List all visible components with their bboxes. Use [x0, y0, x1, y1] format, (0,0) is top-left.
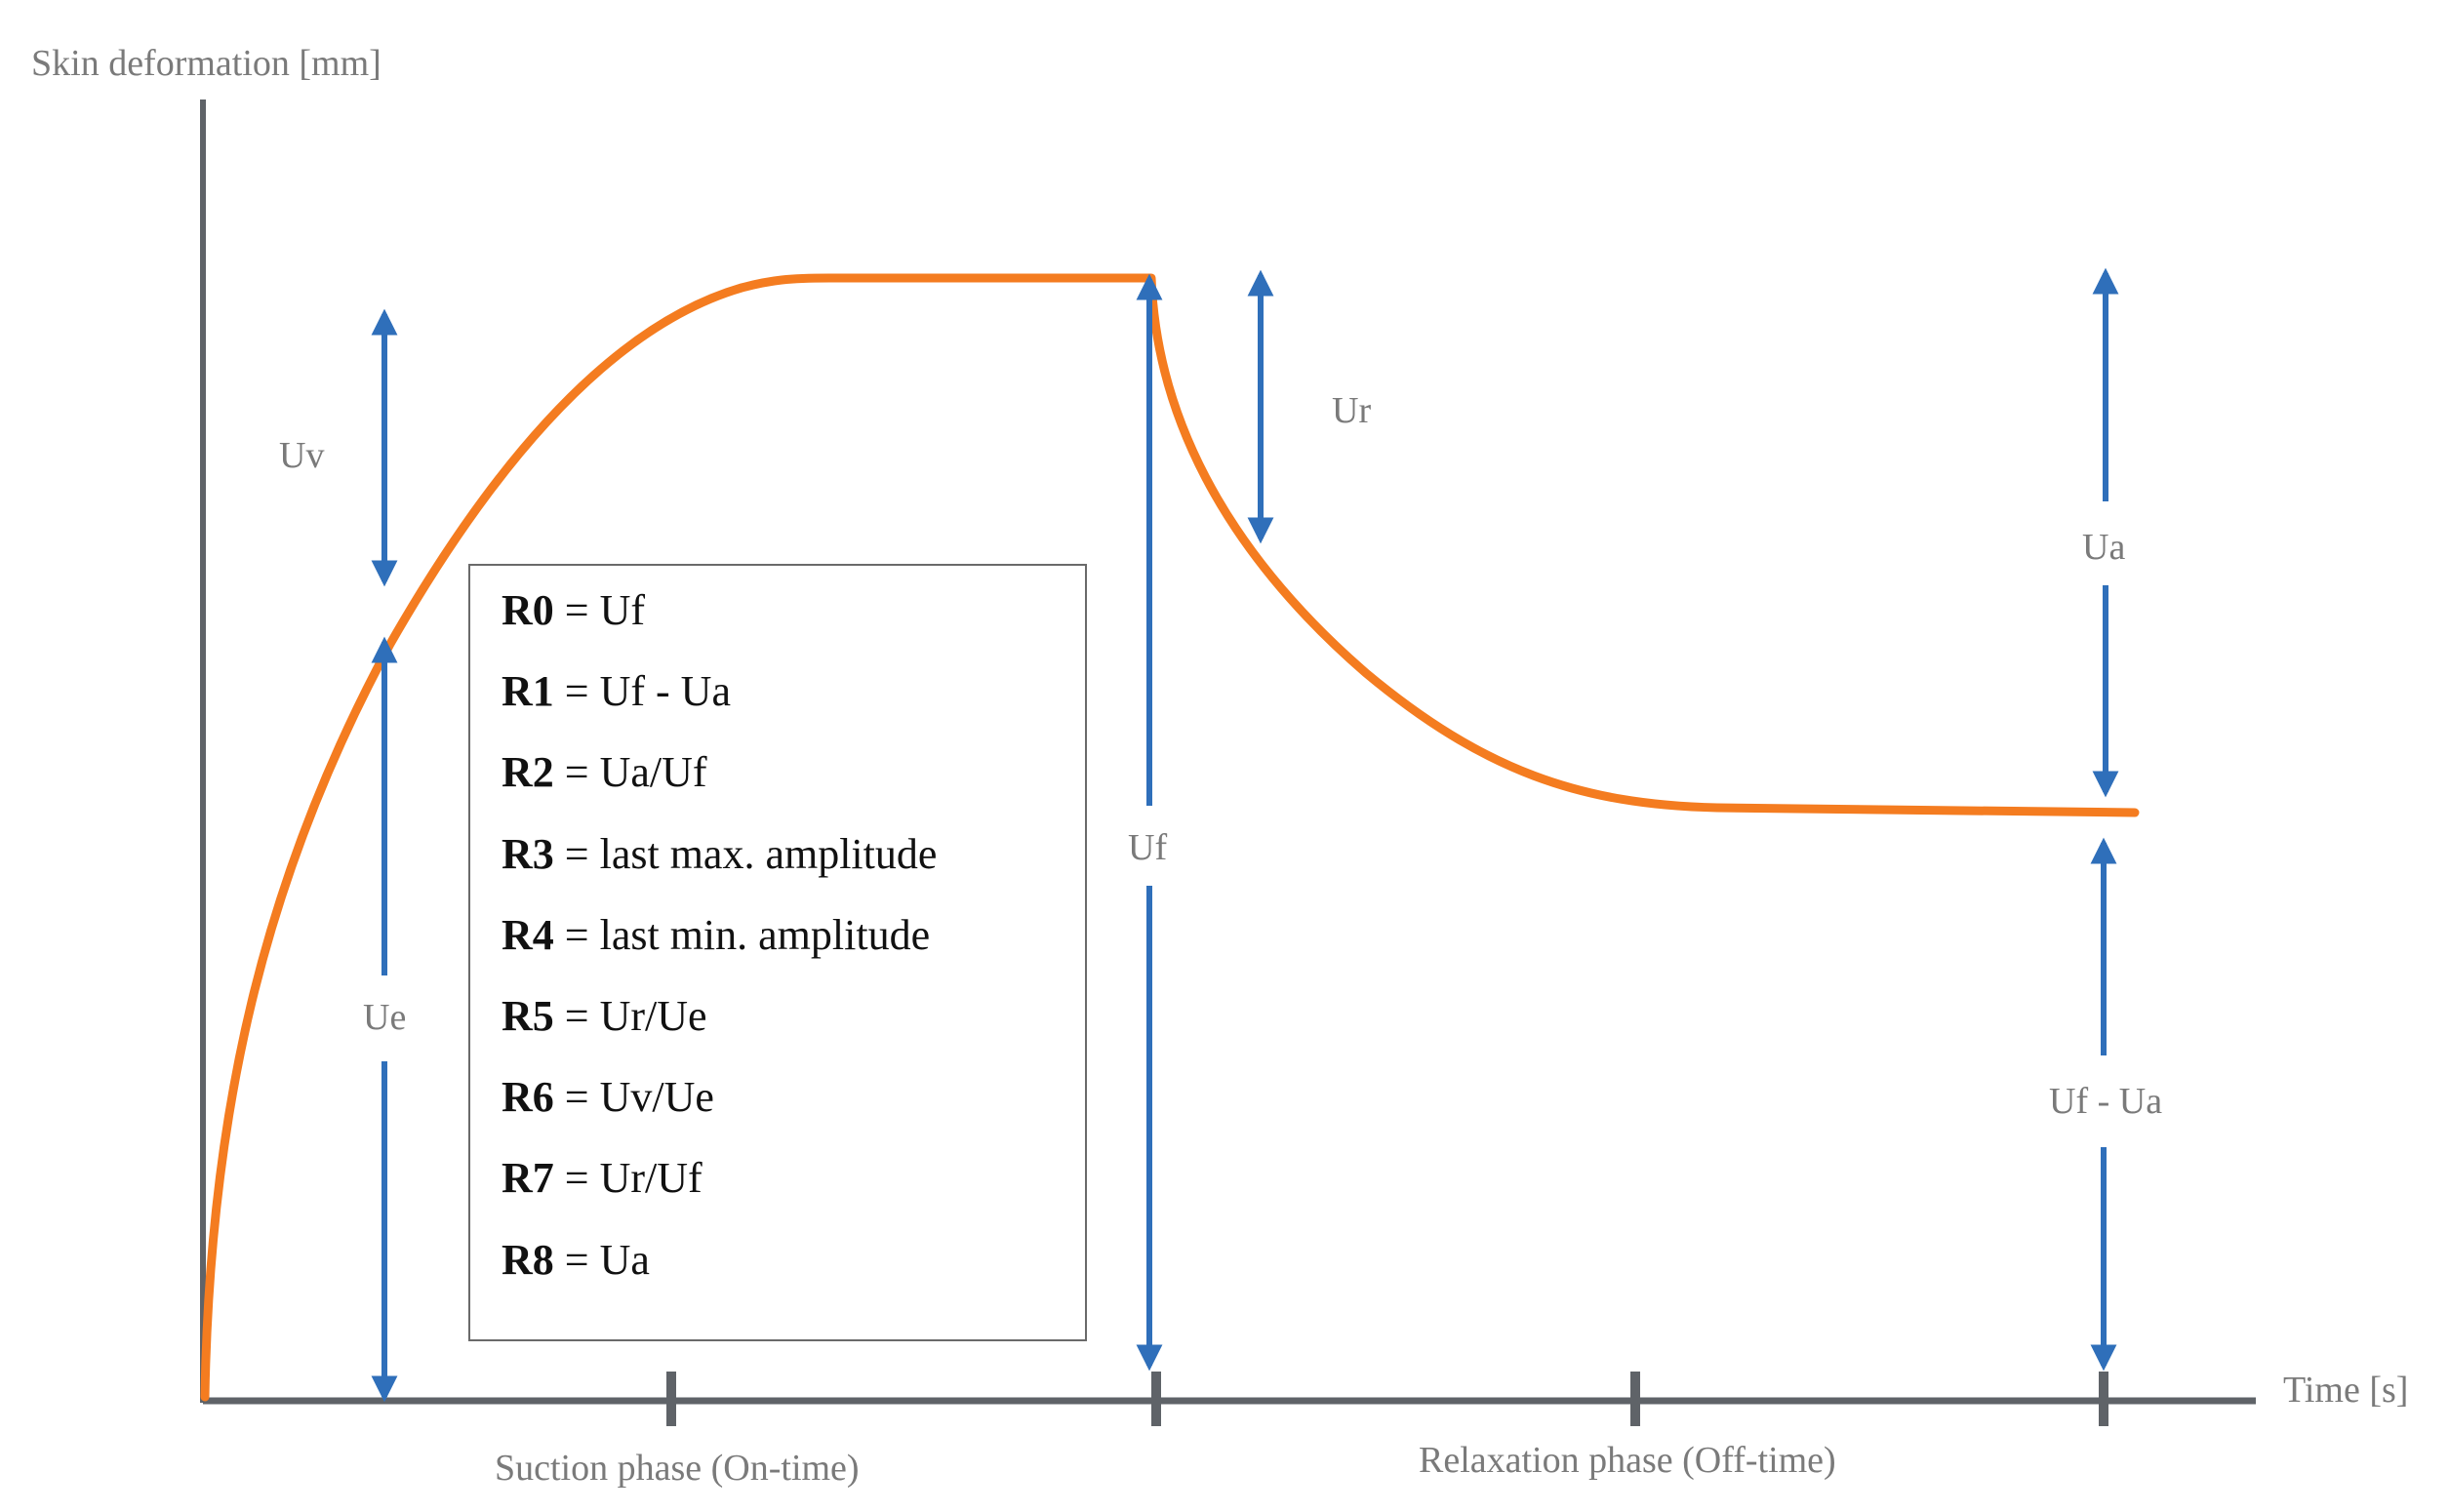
suction-phase-label: Suction phase (On-time) [495, 1448, 860, 1489]
legend-definition: = Ua/Uf [553, 748, 707, 796]
legend-definition: = Uv/Ue [553, 1073, 714, 1121]
uv-label: Uv [279, 435, 325, 476]
relaxation-phase-label: Relaxation phase (Off-time) [1419, 1440, 1836, 1481]
legend-definition: = Ur/Ue [553, 992, 707, 1040]
legend-param: R1 [502, 667, 554, 715]
legend-param: R2 [502, 748, 554, 796]
legend-item-r3: R3 = last max. amplitude [502, 833, 937, 876]
legend-item-r4: R4 = last min. amplitude [502, 914, 930, 957]
uf-label: Uf [1128, 827, 1168, 868]
legend-item-r1: R1 = Uf - Ua [502, 670, 731, 713]
ue-label: Ue [363, 997, 407, 1038]
ur-label: Ur [1332, 390, 1372, 431]
legend-item-r2: R2 = Ua/Uf [502, 751, 707, 794]
legend-definition: = Uf - Ua [553, 667, 731, 715]
legend-item-r8: R8 = Ua [502, 1239, 650, 1282]
legend-definition: = Ur/Uf [553, 1154, 703, 1202]
deformation-curve [200, 273, 2140, 1402]
legend-item-r0: R0 = Uf [502, 589, 645, 632]
legend-param: R6 [502, 1073, 554, 1121]
parameter-legend-box: R0 = Uf R1 = Uf - Ua R2 = Ua/Uf R3 = las… [468, 564, 1087, 1341]
y-axis-title: Skin deformation [mm] [31, 43, 381, 84]
legend-definition: = Uf [553, 586, 646, 634]
x-axis-title: Time [s] [2283, 1370, 2409, 1411]
legend-item-r5: R5 = Ur/Ue [502, 995, 707, 1038]
legend-param: R3 [502, 830, 554, 878]
legend-param: R5 [502, 992, 554, 1040]
legend-definition: = last min. amplitude [553, 911, 931, 959]
legend-definition: = Ua [553, 1236, 650, 1284]
legend-item-r6: R6 = Uv/Ue [502, 1076, 714, 1119]
legend-param: R8 [502, 1236, 554, 1284]
legend-item-r7: R7 = Ur/Uf [502, 1157, 703, 1200]
legend-param: R0 [502, 586, 554, 634]
legend-param: R4 [502, 911, 554, 959]
ua-label: Ua [2082, 527, 2126, 568]
legend-definition: = last max. amplitude [553, 830, 938, 878]
uf-minus-ua-label: Uf - Ua [2049, 1081, 2163, 1122]
legend-param: R7 [502, 1154, 554, 1202]
